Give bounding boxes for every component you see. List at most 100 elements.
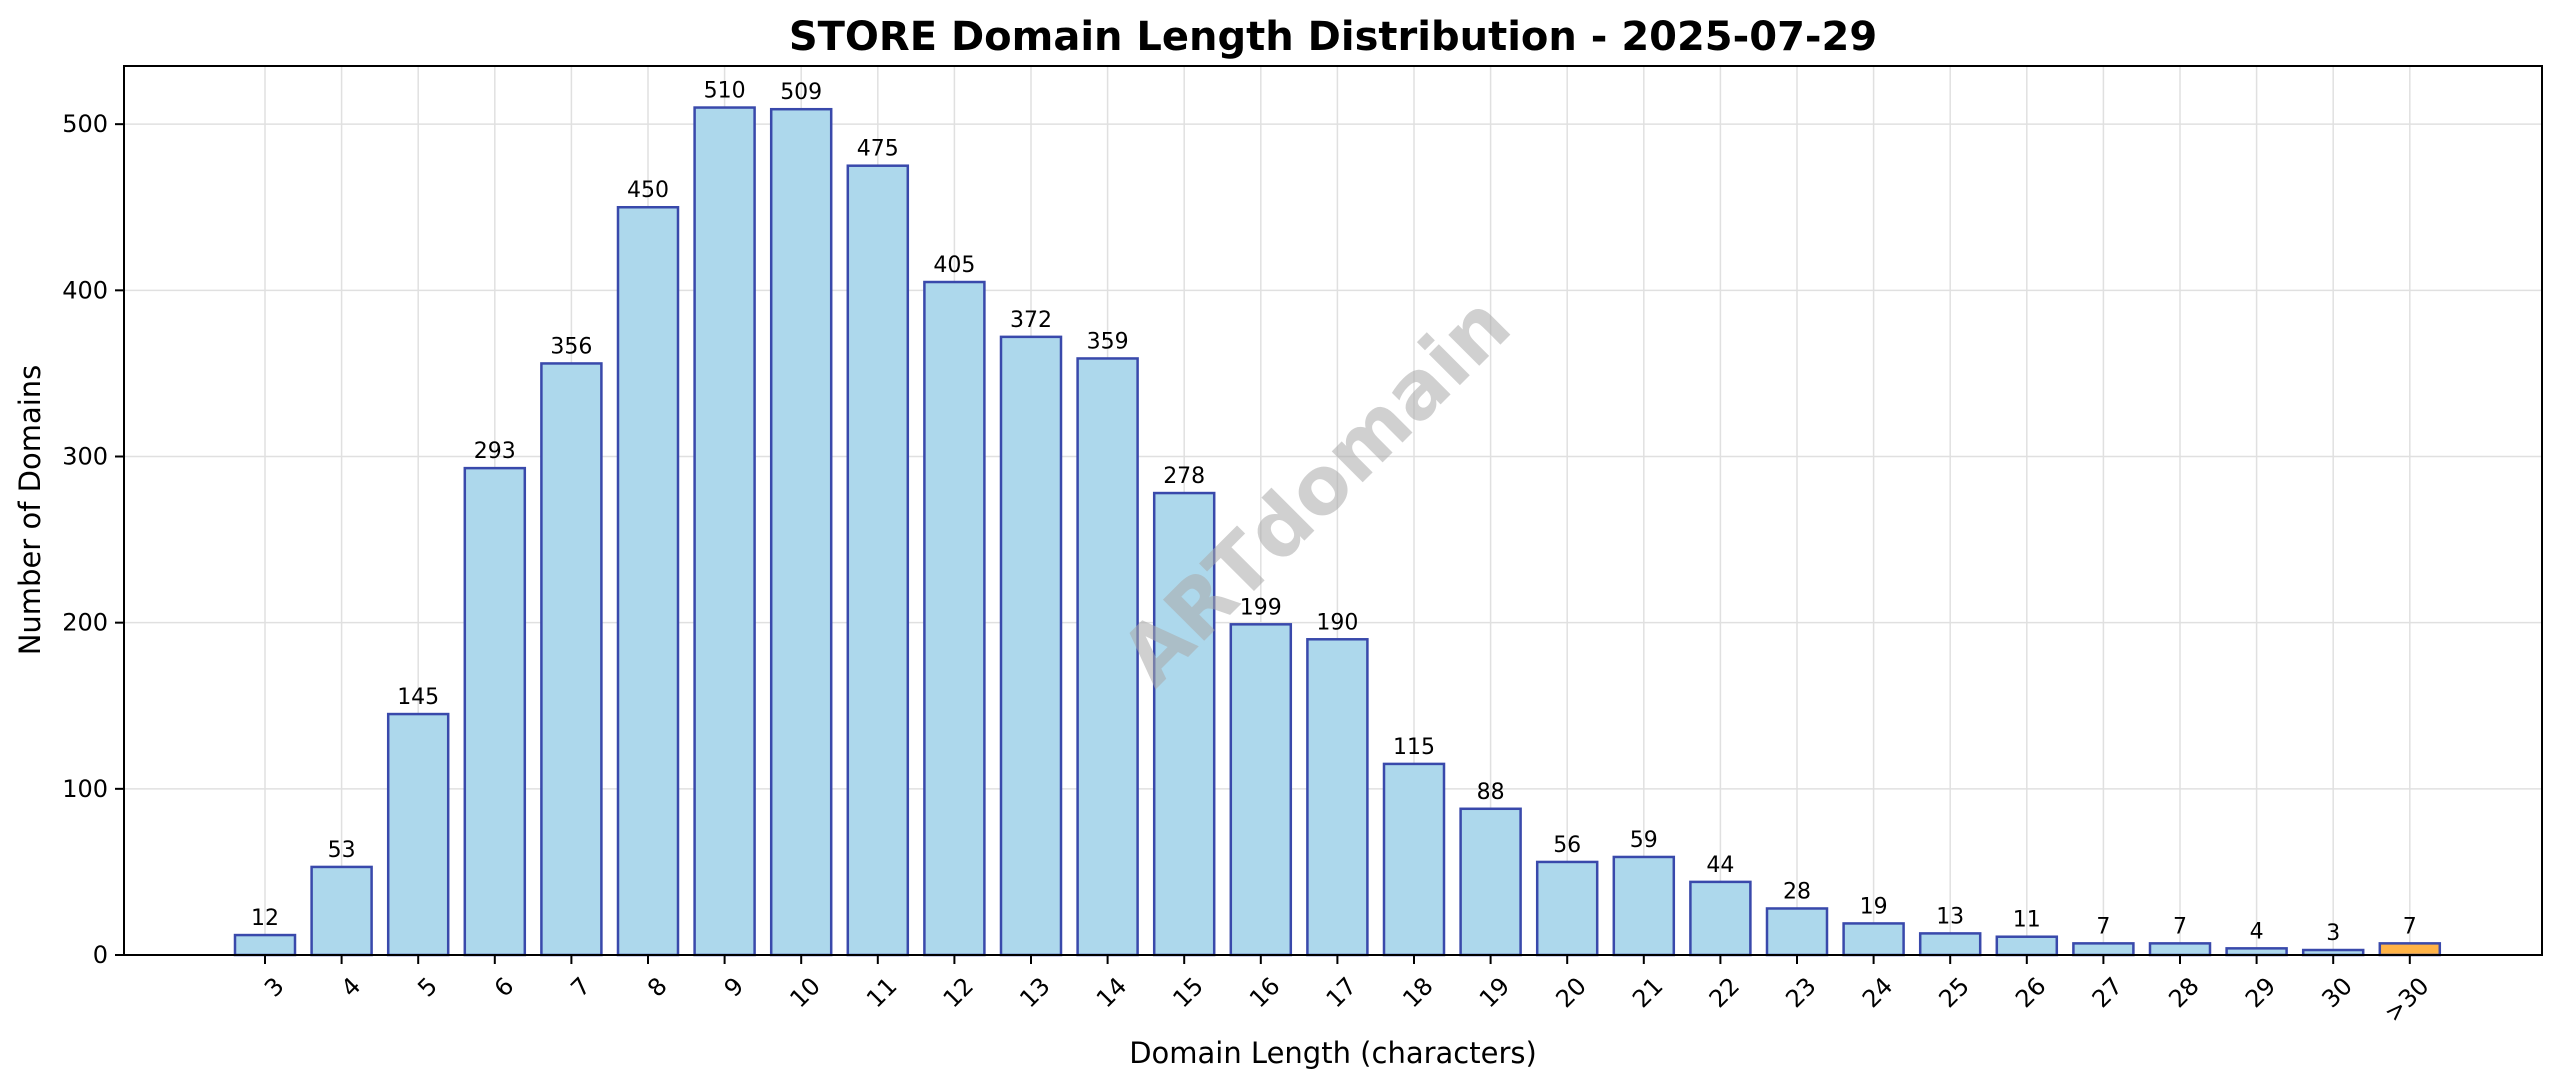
x-tick-label: 27 xyxy=(2087,972,2128,1013)
x-axis-label: Domain Length (characters) xyxy=(1129,1036,1537,1070)
data-label-5: 145 xyxy=(397,685,439,710)
data-label-15: 278 xyxy=(1163,464,1205,489)
bar-12 xyxy=(923,280,986,957)
data-label-9: 510 xyxy=(704,79,746,104)
y-axis-label: Number of Domains xyxy=(13,365,47,656)
data-label-20: 56 xyxy=(1553,833,1581,858)
x-tick-label: 28 xyxy=(2163,972,2204,1013)
x-tick-label: 19 xyxy=(1474,972,1515,1013)
data-label-7: 356 xyxy=(550,334,592,359)
bar->30 xyxy=(2378,942,2442,957)
x-tick-label: 14 xyxy=(1091,972,1132,1013)
y-axis-ticks: 0 100 200 300 400 500 xyxy=(62,110,124,969)
bar-15 xyxy=(1152,491,1216,957)
bar-11 xyxy=(846,164,910,957)
plot-area-frame xyxy=(123,65,2543,956)
bar-17 xyxy=(1306,638,1369,957)
data-label-3: 12 xyxy=(251,906,279,931)
bar-16 xyxy=(1229,623,1293,957)
data-label-19: 88 xyxy=(1477,780,1505,805)
bar-24 xyxy=(1842,922,1905,957)
data-label-14: 359 xyxy=(1087,329,1129,354)
data-label-6: 293 xyxy=(474,439,516,464)
x-tick-label: 30 xyxy=(2316,972,2357,1013)
data-label-26: 11 xyxy=(2013,908,2041,933)
bar-10 xyxy=(769,107,833,957)
x-tick-label: 9 xyxy=(719,972,750,1003)
x-tick-label: 8 xyxy=(642,972,673,1003)
x-tick-label: 7 xyxy=(565,972,596,1003)
x-tick-label: 24 xyxy=(1857,972,1898,1013)
bar-13 xyxy=(999,335,1063,957)
x-tick-label: 17 xyxy=(1321,972,1362,1013)
x-tick-label: 3 xyxy=(259,972,290,1003)
x-tick-label: 16 xyxy=(1244,972,1285,1013)
data-label-24: 19 xyxy=(1860,894,1888,919)
y-tick-label: 400 xyxy=(62,276,108,304)
data-label-27: 7 xyxy=(2096,914,2110,939)
x-tick-label: 5 xyxy=(412,972,443,1003)
data-label-12: 405 xyxy=(933,253,975,278)
bar-6 xyxy=(463,466,527,957)
y-tick-label: 200 xyxy=(62,609,108,637)
data-label-25: 13 xyxy=(1936,904,1964,929)
x-tick-label: 29 xyxy=(2240,972,2281,1013)
data-label-23: 28 xyxy=(1783,879,1811,904)
data-label-16: 199 xyxy=(1240,595,1282,620)
x-tick-label: 25 xyxy=(1933,972,1974,1013)
data-label-28: 7 xyxy=(2173,914,2187,939)
bar-18 xyxy=(1382,762,1446,957)
data-label-30: 3 xyxy=(2326,921,2340,946)
bar-3 xyxy=(233,933,297,957)
bar-25 xyxy=(1918,932,1982,957)
x-tick-label: 21 xyxy=(1627,972,1668,1013)
x-tick-label: 26 xyxy=(2010,972,2051,1013)
data-label->30: 7 xyxy=(2403,914,2417,939)
data-label-21: 59 xyxy=(1630,828,1658,853)
bar-9 xyxy=(693,106,756,957)
bar-14 xyxy=(1076,357,1139,957)
x-tick-label: 23 xyxy=(1780,972,1821,1013)
x-axis-ticks: 3 4 5 6 7 8 9 10 11 12 13 14 15 16 17 18 19 20 21 22 23 24 25 2… xyxy=(259,955,2434,1028)
x-tick-label: 12 xyxy=(938,972,979,1013)
data-label-4: 53 xyxy=(328,838,356,863)
bar-23 xyxy=(1765,907,1829,957)
x-tick-label: >30 xyxy=(2379,972,2435,1028)
y-tick-label: 500 xyxy=(62,110,108,138)
x-tick-label: 20 xyxy=(1550,972,1591,1013)
data-label-13: 372 xyxy=(1010,308,1052,333)
data-label-10: 509 xyxy=(780,80,822,105)
x-tick-label: 6 xyxy=(489,972,520,1003)
bar-28 xyxy=(2148,942,2212,957)
bar-19 xyxy=(1459,807,1522,957)
x-tick-label: 10 xyxy=(784,972,825,1013)
data-label-22: 44 xyxy=(1706,853,1734,878)
x-tick-label: 15 xyxy=(1167,972,1208,1013)
bar-4 xyxy=(310,865,373,957)
bar-26 xyxy=(1995,935,2059,957)
x-tick-label: 4 xyxy=(336,972,367,1003)
x-tick-label: 22 xyxy=(1704,972,1745,1013)
data-label-18: 115 xyxy=(1393,735,1435,760)
bar-5 xyxy=(386,712,450,957)
x-tick-label: 18 xyxy=(1397,972,1438,1013)
y-tick-label: 300 xyxy=(62,442,108,470)
chart-title: STORE Domain Length Distribution - 2025-… xyxy=(789,14,1877,60)
data-label-11: 475 xyxy=(857,137,899,162)
bar-22 xyxy=(1689,880,1752,957)
bar-27 xyxy=(2072,942,2135,957)
data-label-29: 4 xyxy=(2250,919,2264,944)
data-label-17: 190 xyxy=(1316,610,1358,635)
data-label-8: 450 xyxy=(627,178,669,203)
y-tick-label: 0 xyxy=(93,941,108,969)
x-tick-label: 13 xyxy=(1014,972,1055,1013)
bar-8 xyxy=(616,205,680,957)
bar-21 xyxy=(1612,855,1676,957)
bars xyxy=(233,106,2442,957)
bar-20 xyxy=(1535,860,1599,957)
y-tick-label: 100 xyxy=(62,775,108,803)
x-tick-label: 11 xyxy=(861,972,902,1013)
bar-7 xyxy=(540,362,603,957)
